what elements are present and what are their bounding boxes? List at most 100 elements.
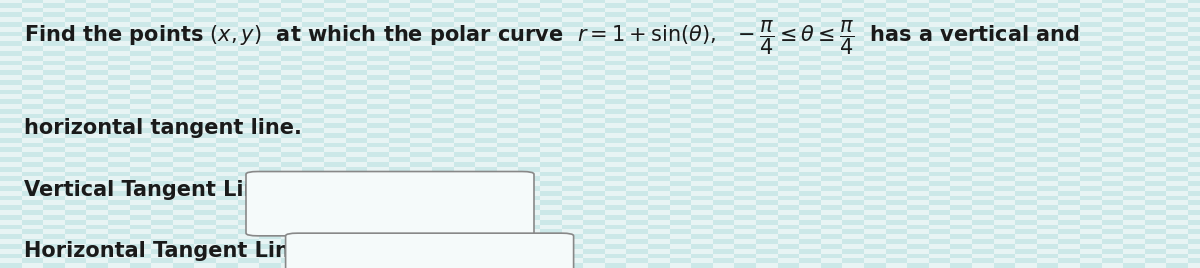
Bar [259, 263, 281, 268]
Bar [0, 118, 22, 123]
Bar [1188, 27, 1200, 32]
Bar [713, 229, 734, 234]
Bar [691, 254, 713, 258]
Bar [540, 123, 562, 128]
Bar [281, 123, 302, 128]
Bar [518, 167, 540, 172]
Bar [713, 27, 734, 32]
Bar [994, 196, 1015, 200]
Bar [648, 22, 670, 27]
Bar [367, 249, 389, 254]
Bar [929, 17, 950, 22]
Bar [518, 234, 540, 239]
Bar [108, 75, 130, 80]
Bar [173, 176, 194, 181]
Bar [216, 90, 238, 94]
Bar [108, 249, 130, 254]
Bar [886, 133, 907, 138]
Bar [907, 128, 929, 133]
Bar [648, 32, 670, 36]
Bar [151, 200, 173, 205]
Bar [1166, 12, 1188, 17]
Bar [238, 94, 259, 99]
Bar [65, 8, 86, 12]
Bar [281, 191, 302, 196]
Bar [1166, 205, 1188, 210]
Bar [1188, 65, 1200, 70]
Bar [907, 32, 929, 36]
Bar [1102, 200, 1123, 205]
Bar [324, 239, 346, 244]
Bar [670, 27, 691, 32]
Bar [151, 162, 173, 167]
Bar [1145, 239, 1166, 244]
Bar [886, 200, 907, 205]
Bar [972, 143, 994, 147]
Bar [410, 143, 432, 147]
Bar [238, 229, 259, 234]
Bar [194, 94, 216, 99]
Bar [648, 225, 670, 229]
Bar [950, 157, 972, 162]
Bar [1188, 172, 1200, 176]
Bar [216, 263, 238, 268]
Bar [518, 196, 540, 200]
Bar [1166, 70, 1188, 75]
Bar [799, 85, 821, 90]
Bar [346, 41, 367, 46]
Bar [713, 162, 734, 167]
Bar [886, 191, 907, 196]
Bar [367, 152, 389, 157]
Bar [842, 220, 864, 225]
Bar [1058, 104, 1080, 109]
Bar [713, 210, 734, 215]
Bar [1188, 114, 1200, 118]
Bar [22, 133, 43, 138]
Bar [972, 94, 994, 99]
Bar [43, 80, 65, 85]
Bar [950, 244, 972, 249]
Bar [1166, 138, 1188, 143]
Bar [86, 3, 108, 8]
Bar [670, 239, 691, 244]
Bar [194, 220, 216, 225]
Bar [821, 167, 842, 172]
Bar [43, 12, 65, 17]
Bar [540, 239, 562, 244]
Bar [929, 114, 950, 118]
Bar [626, 114, 648, 118]
Bar [410, 104, 432, 109]
Bar [713, 152, 734, 157]
Bar [86, 263, 108, 268]
Bar [756, 104, 778, 109]
Bar [864, 215, 886, 220]
Bar [432, 225, 454, 229]
Bar [454, 162, 475, 167]
Bar [22, 172, 43, 176]
Bar [670, 229, 691, 234]
Bar [540, 46, 562, 51]
Bar [1166, 90, 1188, 94]
Bar [583, 85, 605, 90]
Bar [821, 176, 842, 181]
Bar [1080, 225, 1102, 229]
Bar [518, 109, 540, 114]
Bar [842, 8, 864, 12]
Bar [1058, 200, 1080, 205]
Bar [22, 191, 43, 196]
Bar [605, 225, 626, 229]
Bar [194, 229, 216, 234]
Bar [907, 109, 929, 114]
Bar [886, 181, 907, 186]
Bar [108, 104, 130, 109]
Bar [713, 181, 734, 186]
Bar [886, 239, 907, 244]
Bar [929, 220, 950, 225]
Bar [734, 41, 756, 46]
Bar [1123, 205, 1145, 210]
Bar [0, 138, 22, 143]
Bar [389, 128, 410, 133]
Bar [22, 123, 43, 128]
Bar [1188, 17, 1200, 22]
Bar [454, 0, 475, 3]
